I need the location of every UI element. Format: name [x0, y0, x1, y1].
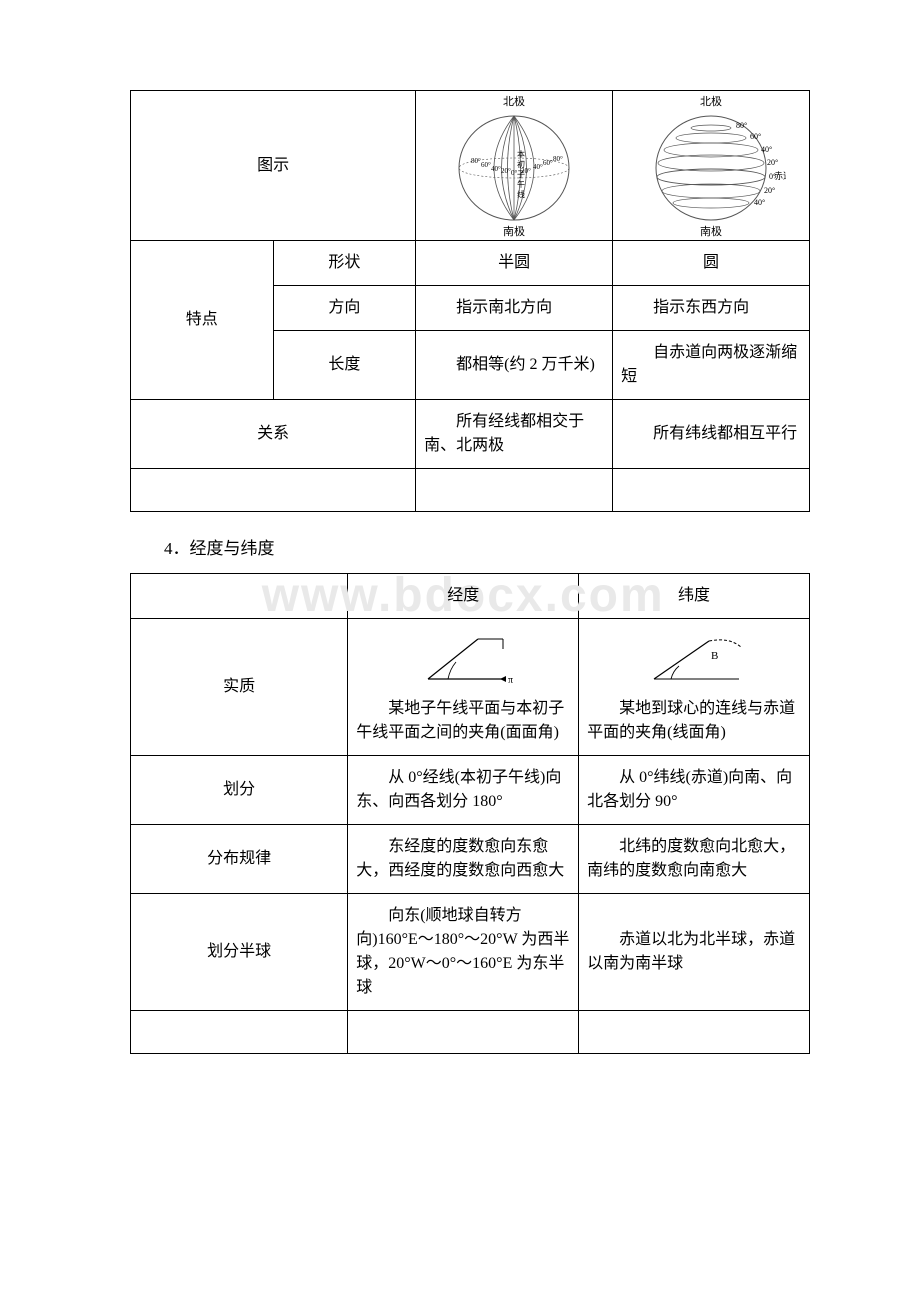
- header-longitude-text: 经度: [356, 584, 570, 608]
- sub-shape: 形状: [273, 241, 416, 286]
- table-row: 图示 北极 80° 60°: [131, 91, 810, 241]
- prime-meridian-label: 本: [517, 149, 525, 159]
- row-label-features: 特点: [131, 241, 274, 400]
- svg-text:线: 线: [517, 189, 525, 199]
- table-row: www.bdocx.com 经度 纬度: [131, 574, 810, 619]
- meridian-globe-diagram: 北极 80° 60° 40° 20°: [416, 91, 613, 241]
- south-pole-label: 南极: [503, 224, 525, 238]
- table-row: 分布规律 东经度的度数愈向东愈大，西经度的度数愈向西愈大 北纬的度数愈向北愈大，…: [131, 825, 810, 894]
- svg-text:20°: 20°: [501, 167, 511, 175]
- table-row: 实质 π 某地子午线平面与本初子午线平面之间的夹角(面面角): [131, 619, 810, 756]
- meridian-parallel-table: 图示 北极 80° 60°: [130, 90, 810, 512]
- longitude-latitude-table: www.bdocx.com 经度 纬度 实质 π: [130, 573, 810, 1054]
- divide-latitude: 从 0°纬线(赤道)向南、向北各划分 90°: [579, 756, 810, 825]
- relation-parallel: 所有纬线都相互平行: [613, 400, 810, 469]
- direction-parallel: 指示东西方向: [613, 286, 810, 331]
- essence-latitude-text: 某地到球心的连线与赤道平面的夹角(线面角): [587, 697, 801, 745]
- hemisphere-latitude: 赤道以北为北半球，赤道以南为南半球: [579, 894, 810, 1011]
- svg-text:π: π: [508, 675, 513, 686]
- rule-latitude: 北纬的度数愈向北愈大，南纬的度数愈向南愈大: [579, 825, 810, 894]
- row-label-essence: 实质: [131, 619, 348, 756]
- svg-text:40°: 40°: [533, 163, 543, 171]
- svg-text:60°: 60°: [543, 159, 553, 167]
- svg-text:初: 初: [517, 159, 525, 169]
- south-pole-label: 南极: [700, 224, 722, 238]
- relation-meridian: 所有经线都相交于南、北两极: [416, 400, 613, 469]
- hemisphere-longitude: 向东(顺地球自转方向)160°E～180°～20°W 为西半球，20°W～0°～…: [348, 894, 579, 1011]
- svg-text:80°: 80°: [471, 157, 481, 165]
- row-label-divide: 划分: [131, 756, 348, 825]
- header-longitude: www.bdocx.com 经度: [348, 574, 579, 619]
- table-row: 划分半球 向东(顺地球自转方向)160°E～180°～20°W 为西半球，20°…: [131, 894, 810, 1011]
- sub-length: 长度: [273, 331, 416, 400]
- row-label-hemisphere: 划分半球: [131, 894, 348, 1011]
- svg-text:20°: 20°: [767, 158, 778, 167]
- svg-text:40°: 40°: [491, 165, 501, 173]
- header-empty: [131, 574, 348, 619]
- section-heading: 4．经度与纬度: [130, 534, 810, 559]
- header-latitude: 纬度: [579, 574, 810, 619]
- svg-text:40°: 40°: [754, 198, 765, 207]
- north-pole-label: 北极: [700, 94, 722, 108]
- line-plane-angle-diagram: B: [639, 629, 749, 689]
- svg-text:B: B: [711, 650, 718, 662]
- shape-parallel: 圆: [613, 241, 810, 286]
- essence-latitude: B 某地到球心的连线与赤道平面的夹角(线面角): [579, 619, 810, 756]
- shape-meridian: 半圆: [416, 241, 613, 286]
- equator-label: 赤道: [774, 170, 786, 181]
- svg-text:子: 子: [517, 170, 525, 179]
- row-label-relation: 关系: [131, 400, 416, 469]
- svg-text:20°: 20°: [764, 186, 775, 195]
- essence-longitude: π 某地子午线平面与本初子午线平面之间的夹角(面面角): [348, 619, 579, 756]
- svg-text:午: 午: [517, 179, 525, 189]
- length-meridian: 都相等(约 2 万千米): [416, 331, 613, 400]
- svg-text:60°: 60°: [481, 161, 491, 169]
- sub-direction: 方向: [273, 286, 416, 331]
- svg-text:40°: 40°: [761, 145, 772, 154]
- parallel-globe-diagram: 北极 80° 60° 40° 20° 0° 赤道: [613, 91, 810, 241]
- svg-text:80°: 80°: [736, 121, 747, 130]
- dihedral-angle-diagram: π: [408, 629, 518, 689]
- row-label-rule: 分布规律: [131, 825, 348, 894]
- table-row: 特点 形状 半圆 圆: [131, 241, 810, 286]
- length-parallel: 自赤道向两极逐渐缩短: [613, 331, 810, 400]
- row-label-diagram: 图示: [131, 91, 416, 241]
- table-row: 关系 所有经线都相交于南、北两极 所有纬线都相互平行: [131, 400, 810, 469]
- essence-longitude-text: 某地子午线平面与本初子午线平面之间的夹角(面面角): [356, 697, 570, 745]
- table-row: [131, 469, 810, 512]
- table-row: [131, 1011, 810, 1054]
- rule-longitude: 东经度的度数愈向东愈大，西经度的度数愈向西愈大: [348, 825, 579, 894]
- direction-meridian: 指示南北方向: [416, 286, 613, 331]
- table-row: 划分 从 0°经线(本初子午线)向东、向西各划分 180° 从 0°纬线(赤道)…: [131, 756, 810, 825]
- svg-text:60°: 60°: [750, 132, 761, 141]
- north-pole-label: 北极: [503, 94, 525, 108]
- divide-longitude: 从 0°经线(本初子午线)向东、向西各划分 180°: [348, 756, 579, 825]
- svg-text:80°: 80°: [553, 155, 563, 163]
